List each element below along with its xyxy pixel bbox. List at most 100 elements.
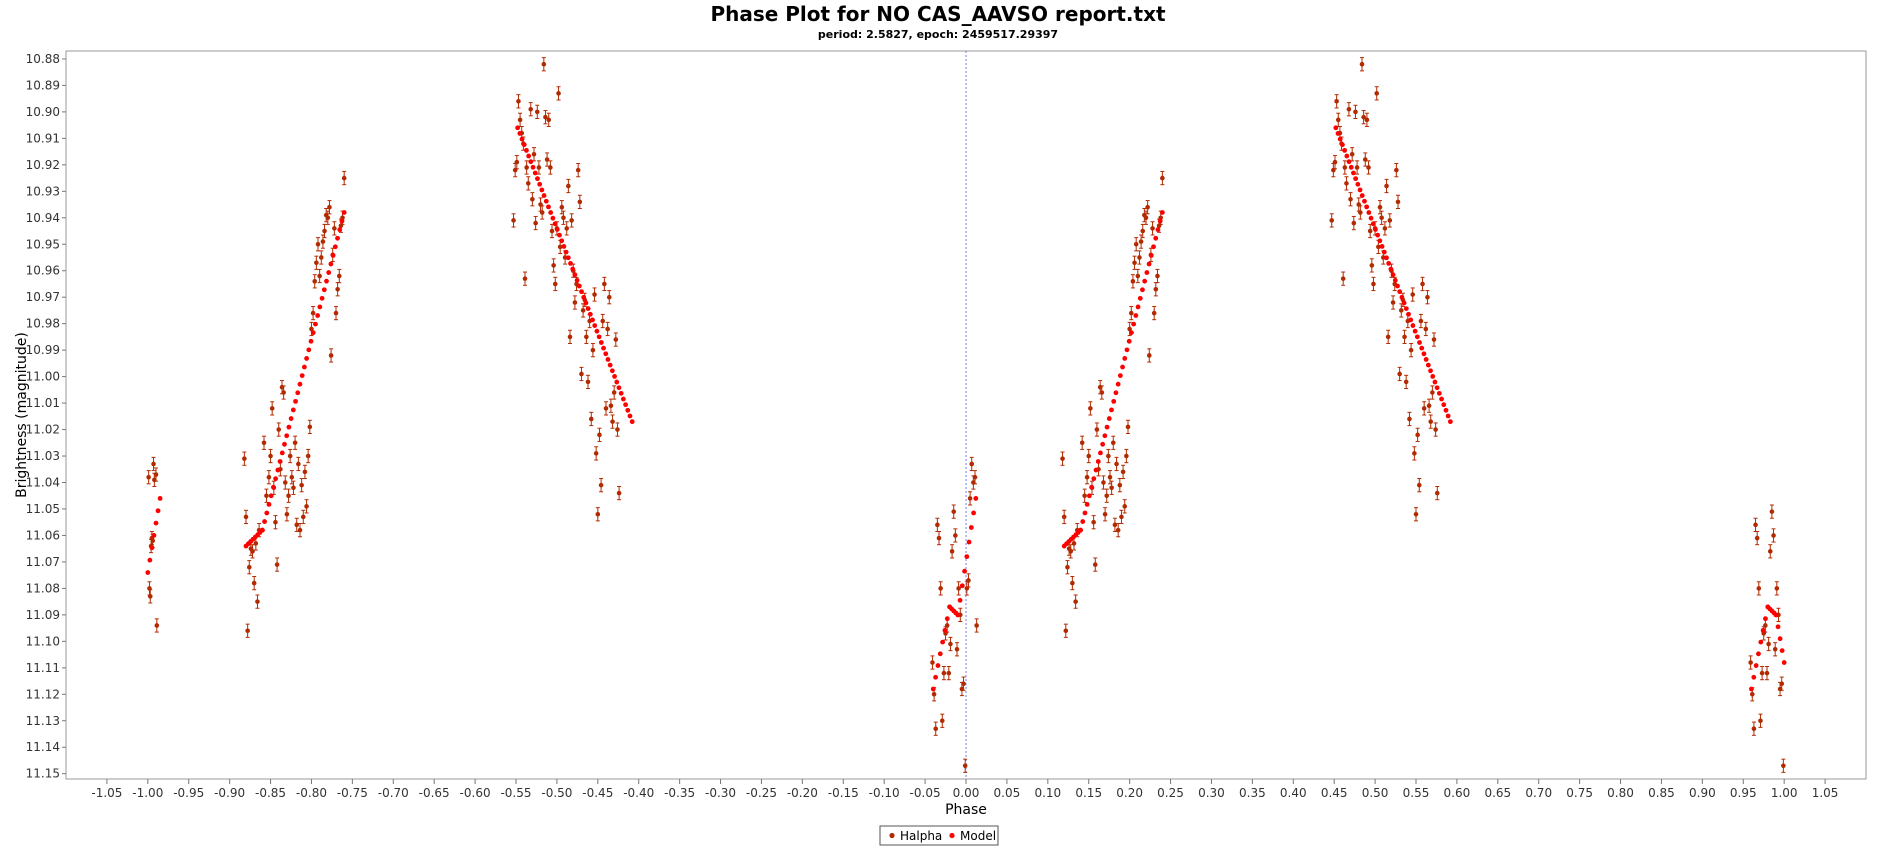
halpha-marker bbox=[1349, 151, 1355, 157]
halpha-marker bbox=[546, 117, 552, 123]
model-point bbox=[550, 215, 556, 221]
model-point bbox=[1417, 340, 1422, 345]
halpha-point bbox=[590, 343, 596, 358]
halpha-marker bbox=[242, 456, 247, 461]
model-point bbox=[1775, 624, 1781, 630]
halpha-point bbox=[598, 478, 604, 493]
y-tick-label: 10.93 bbox=[26, 184, 60, 198]
halpha-marker bbox=[1119, 514, 1124, 520]
halpha-marker bbox=[1082, 493, 1087, 499]
model-point bbox=[612, 374, 617, 379]
model-point bbox=[561, 244, 567, 249]
halpha-marker bbox=[946, 670, 952, 676]
halpha-marker bbox=[514, 159, 520, 165]
model-point bbox=[1155, 227, 1161, 233]
halpha-marker bbox=[590, 347, 596, 353]
halpha-point bbox=[1119, 509, 1124, 525]
halpha-point bbox=[296, 456, 301, 472]
model-point bbox=[326, 270, 332, 275]
model-point bbox=[603, 351, 609, 357]
halpha-point bbox=[1430, 385, 1435, 400]
y-tick-label: 10.90 bbox=[26, 105, 60, 119]
model-point bbox=[935, 663, 941, 668]
halpha-marker bbox=[1769, 509, 1775, 514]
halpha-marker bbox=[297, 527, 303, 533]
legend-model-marker bbox=[949, 832, 955, 839]
legend-halpha-marker bbox=[889, 832, 895, 839]
x-tick-label: 0.10 bbox=[1034, 786, 1061, 800]
halpha-point bbox=[615, 422, 620, 437]
model-point bbox=[942, 627, 948, 633]
halpha-marker bbox=[588, 416, 594, 422]
halpha-marker bbox=[320, 239, 326, 244]
halpha-marker bbox=[1342, 165, 1348, 170]
model-point bbox=[1120, 364, 1125, 370]
y-axis-label: Brightness (magnitude) bbox=[14, 332, 30, 498]
halpha-marker bbox=[150, 538, 156, 544]
halpha-marker bbox=[564, 226, 570, 231]
halpha-marker bbox=[608, 403, 614, 409]
halpha-point bbox=[1137, 250, 1142, 265]
y-tick-label: 11.05 bbox=[26, 502, 60, 516]
halpha-marker bbox=[284, 511, 290, 517]
halpha-point bbox=[561, 210, 566, 225]
halpha-point bbox=[1353, 104, 1358, 120]
halpha-point bbox=[300, 509, 306, 525]
series-model bbox=[145, 125, 1787, 692]
halpha-point bbox=[1115, 523, 1121, 538]
halpha-point bbox=[1342, 160, 1348, 175]
halpha-marker bbox=[954, 646, 960, 652]
halpha-point bbox=[1120, 464, 1126, 480]
halpha-marker bbox=[966, 578, 971, 583]
halpha-point bbox=[1101, 475, 1106, 490]
halpha-point bbox=[1759, 665, 1765, 681]
halpha-point bbox=[966, 573, 971, 588]
halpha-point bbox=[566, 178, 571, 194]
x-tick-label: 0.30 bbox=[1198, 786, 1225, 800]
model-point bbox=[1137, 295, 1143, 301]
halpha-marker bbox=[1758, 718, 1763, 724]
halpha-marker bbox=[606, 294, 612, 300]
model-point bbox=[605, 357, 611, 362]
model-point bbox=[299, 373, 305, 379]
halpha-marker bbox=[1394, 167, 1399, 173]
model-point bbox=[1386, 260, 1392, 266]
halpha-marker bbox=[294, 522, 300, 528]
halpha-point bbox=[1418, 313, 1424, 329]
halpha-marker bbox=[595, 511, 601, 517]
halpha-marker bbox=[569, 218, 574, 223]
halpha-point bbox=[592, 287, 597, 302]
halpha-point bbox=[269, 401, 275, 416]
halpha-point bbox=[1369, 258, 1375, 273]
halpha-point bbox=[1428, 414, 1434, 429]
halpha-point bbox=[577, 194, 583, 210]
halpha-marker bbox=[245, 628, 250, 634]
y-tick-label: 11.10 bbox=[26, 634, 60, 648]
halpha-point bbox=[1433, 422, 1438, 437]
halpha-marker bbox=[528, 106, 534, 112]
model-point bbox=[1373, 227, 1378, 232]
halpha-point bbox=[530, 192, 535, 207]
halpha-point bbox=[328, 348, 334, 363]
halpha-point bbox=[1109, 480, 1114, 495]
halpha-marker bbox=[1374, 91, 1380, 96]
model-point bbox=[1080, 519, 1086, 524]
halpha-marker bbox=[611, 390, 617, 395]
y-tick-label: 10.91 bbox=[26, 131, 60, 145]
halpha-point bbox=[1408, 343, 1414, 358]
halpha-point bbox=[1774, 581, 1780, 596]
halpha-point bbox=[1061, 509, 1067, 525]
halpha-point bbox=[1416, 478, 1422, 493]
halpha-marker bbox=[1070, 580, 1075, 586]
halpha-point bbox=[969, 456, 975, 472]
halpha-marker bbox=[1398, 308, 1404, 313]
halpha-point bbox=[1344, 176, 1349, 191]
halpha-marker bbox=[1759, 670, 1765, 676]
model-point bbox=[1342, 147, 1348, 153]
halpha-point bbox=[585, 374, 591, 390]
model-point bbox=[273, 476, 279, 482]
x-tick-label: -0.45 bbox=[582, 786, 613, 800]
halpha-point bbox=[1091, 515, 1096, 530]
model-point bbox=[310, 330, 316, 336]
halpha-marker bbox=[1138, 239, 1144, 244]
